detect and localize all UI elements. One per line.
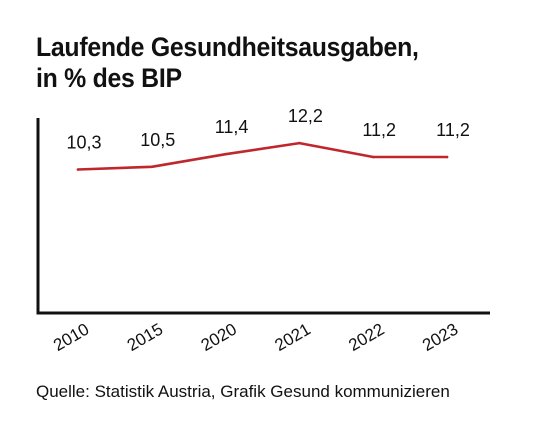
chart-title-line-1: Laufende Gesundheitsausgaben, [36, 32, 419, 62]
data-labels: 10,3 10,5 11,4 12,2 11,2 11,2 [66, 106, 469, 152]
x-tick-label-2020: 2020 [198, 320, 240, 355]
x-tick-labels: 2010 2015 2020 2021 2022 2023 [50, 320, 461, 355]
x-tick-label-2023: 2023 [419, 320, 461, 355]
data-label-2021: 12,2 [288, 106, 323, 126]
data-label-2020: 11,4 [215, 117, 249, 137]
chart-axes [36, 118, 490, 315]
chart-title-line-2: in % des BIP [36, 63, 182, 93]
data-point-2020 [224, 152, 227, 156]
data-point-2010 [76, 168, 80, 171]
source-note: Quelle: Statistik Austria, Grafik Gesund… [36, 382, 450, 401]
x-tick-label-2021: 2021 [272, 320, 314, 355]
series-layer [76, 141, 449, 171]
x-tick-label-2010: 2010 [50, 320, 92, 355]
data-label-2023: 11,2 [436, 120, 470, 140]
data-point-2022 [371, 155, 375, 159]
data-point-2023 [445, 155, 449, 159]
x-tick-label-2015: 2015 [124, 320, 166, 355]
chart-title: Laufende Gesundheitsausgaben, in % des B… [36, 32, 419, 94]
data-label-2022: 11,2 [362, 120, 396, 140]
data-label-2015: 10,5 [140, 130, 175, 150]
series-line [76, 141, 449, 171]
data-label-2010: 10,3 [66, 133, 101, 153]
data-point-2021 [298, 141, 301, 145]
data-point-2015 [150, 165, 154, 169]
x-tick-label-2022: 2022 [345, 320, 387, 355]
